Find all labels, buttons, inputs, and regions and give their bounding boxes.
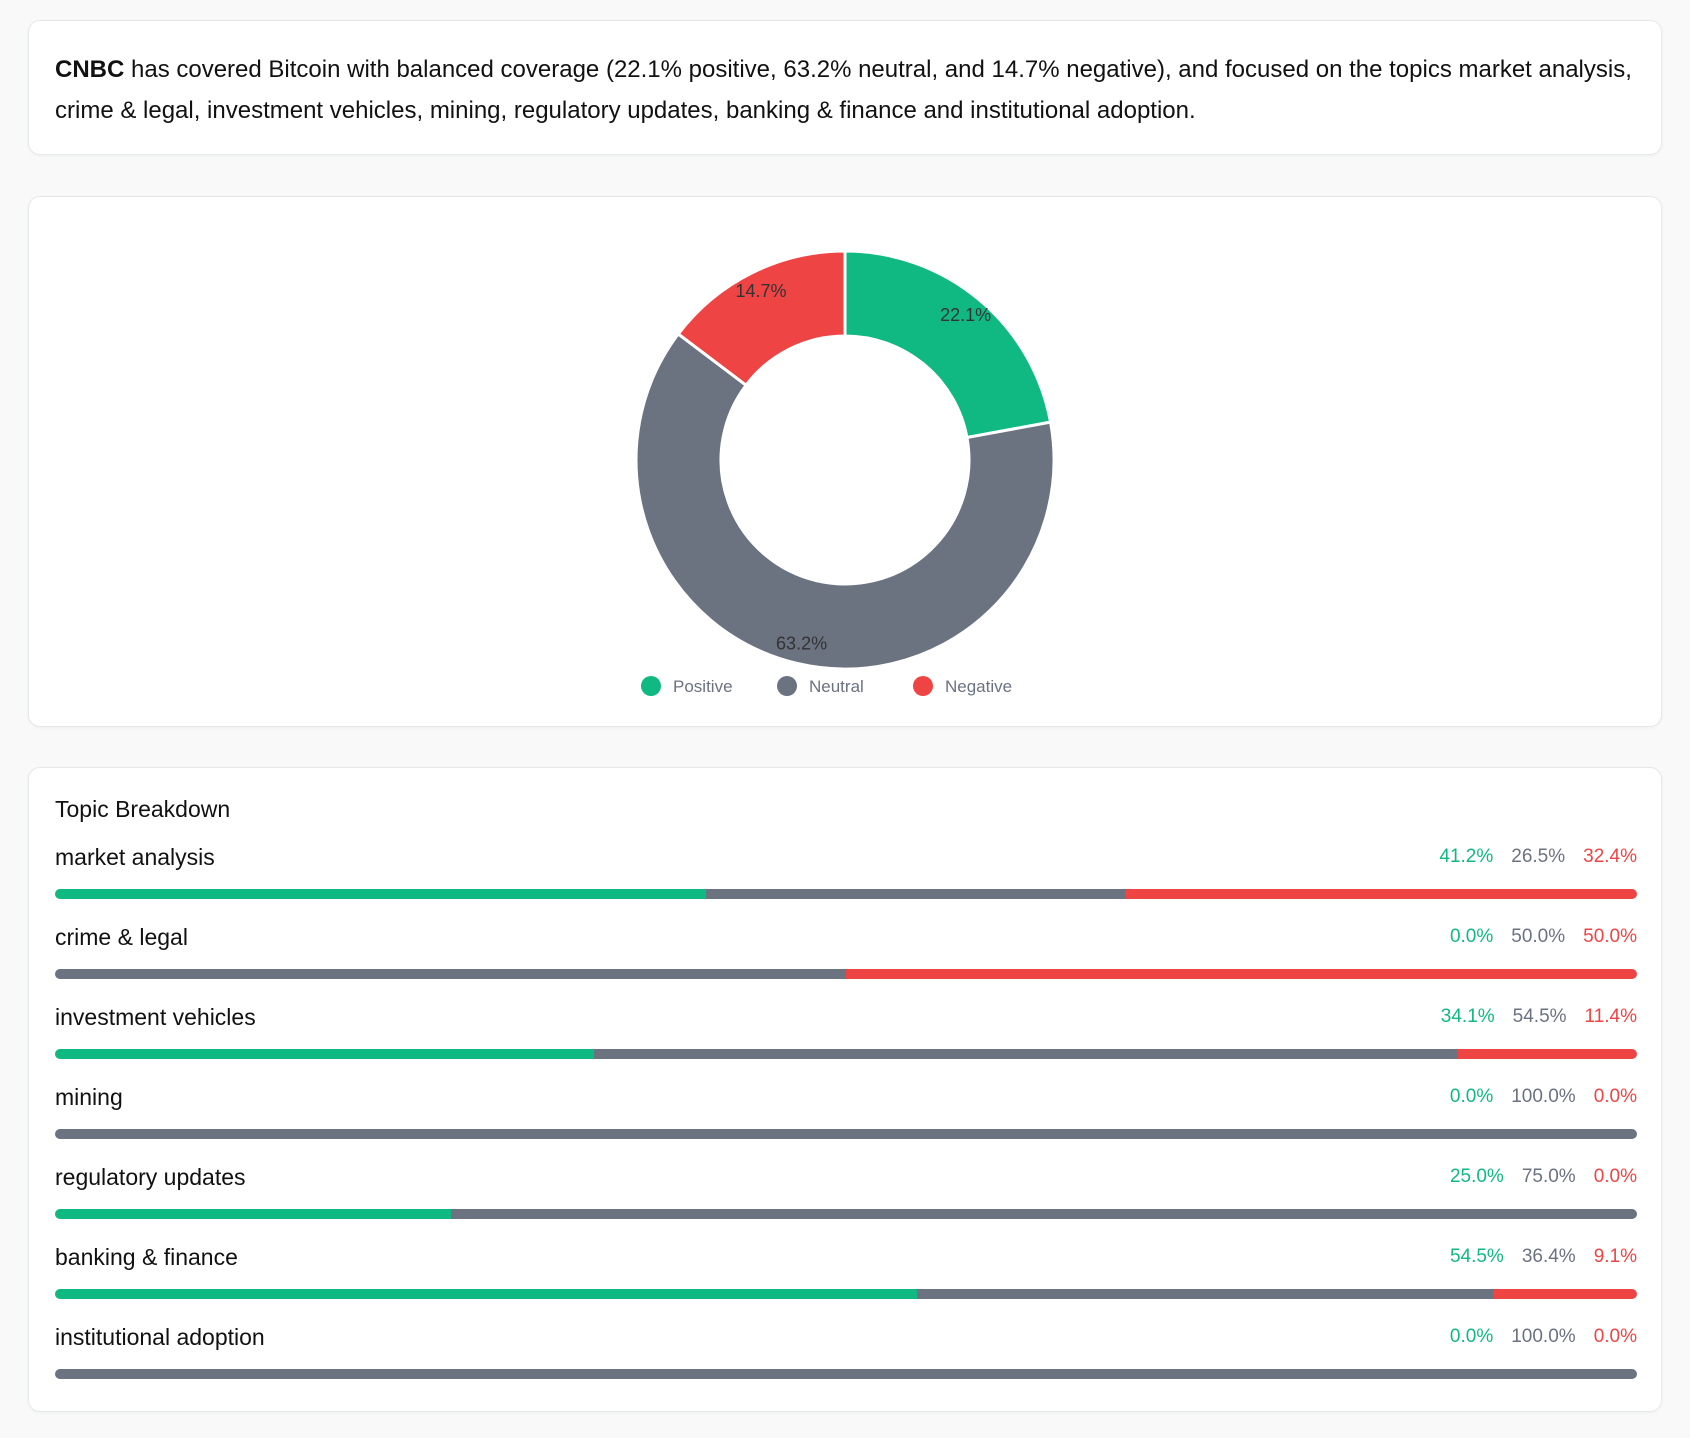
topic-name: regulatory updates [55,1164,246,1190]
bar-segment-negative [1124,889,1637,899]
bar-segment-neutral [917,1289,1494,1299]
topic-positive-pct: 54.5% [1449,1246,1504,1267]
topic-sentiment-bar [55,969,1637,979]
donut-slice-neutral[interactable] [634,331,1056,671]
sentiment-donut-chart: 22.1% 63.2% 14.7% Positive Neutral Negative [634,249,1056,696]
donut-slice-positive[interactable] [843,249,1053,440]
topic-sentiment-bar [55,1369,1637,1379]
topic-negative-pct: 9.1% [1593,1246,1637,1267]
summary-card: CNBC has covered Bitcoin with balanced c… [28,20,1662,155]
topic-negative-pct: 50.0% [1583,926,1637,947]
topic-row: mining 0.0% 100.0% 0.0% [55,1084,1637,1164]
legend-label: Positive [673,677,733,696]
bar-segment-positive [55,889,707,899]
topic-positive-pct: 41.2% [1439,846,1494,867]
legend-negative[interactable]: Negative [913,676,1012,696]
topic-neutral-pct: 100.0% [1511,1086,1576,1107]
topic-sentiment-bar [55,1289,1637,1299]
legend-dot [641,676,661,696]
bar-segment-neutral [450,1209,1637,1219]
topic-percentages: 41.2% 26.5% 32.4% [1421,846,1637,868]
legend-label: Negative [945,677,1012,696]
bar-segment-negative [1493,1289,1637,1299]
topic-negative-pct: 0.0% [1593,1326,1637,1347]
summary-text: CNBC has covered Bitcoin with balanced c… [55,49,1635,131]
topic-name: investment vehicles [55,1004,256,1030]
topic-row: investment vehicles 34.1% 54.5% 11.4% [55,1004,1637,1084]
legend-positive[interactable]: Positive [641,676,733,696]
topic-row: regulatory updates 25.0% 75.0% 0.0% [55,1164,1637,1244]
donut-data-label: 63.2% [776,633,827,653]
topic-negative-pct: 0.0% [1593,1086,1637,1107]
topic-sentiment-bar [55,1209,1637,1219]
topic-positive-pct: 25.0% [1449,1166,1504,1187]
topic-positive-pct: 34.1% [1440,1006,1495,1027]
topic-percentages: 25.0% 75.0% 0.0% [1432,1166,1637,1188]
topic-name: market analysis [55,844,215,870]
legend-dot [777,676,797,696]
topic-breakdown-title: Topic Breakdown [55,796,231,822]
topic-positive-pct: 0.0% [1449,1086,1494,1107]
topic-neutral-pct: 26.5% [1511,846,1566,867]
legend-neutral[interactable]: Neutral [777,676,864,696]
summary-body: has covered Bitcoin with balanced covera… [55,56,1632,124]
topic-percentages: 34.1% 54.5% 11.4% [1423,1006,1637,1028]
topic-row: banking & finance 54.5% 36.4% 9.1% [55,1244,1637,1324]
donut-slice-negative[interactable] [676,249,847,388]
topic-positive-pct: 0.0% [1449,1326,1494,1347]
bar-segment-neutral [55,1129,1637,1139]
bar-segment-neutral [55,1369,1637,1379]
topic-negative-pct: 0.0% [1593,1166,1637,1187]
bar-segment-neutral [594,1049,1457,1059]
topic-sentiment-bar [55,889,1637,899]
topic-percentages: 0.0% 50.0% 50.0% [1432,926,1637,948]
topic-negative-pct: 11.4% [1584,1006,1637,1027]
donut-data-label: 14.7% [735,281,786,301]
bar-segment-negative [1456,1049,1637,1059]
topic-neutral-pct: 100.0% [1511,1326,1576,1347]
topic-row: institutional adoption 0.0% 100.0% 0.0% [55,1324,1637,1404]
topic-name: institutional adoption [55,1324,265,1350]
topic-neutral-pct: 36.4% [1521,1246,1576,1267]
bar-segment-neutral [55,969,846,979]
topic-negative-pct: 32.4% [1583,846,1637,867]
topic-neutral-pct: 50.0% [1511,926,1566,947]
bar-segment-positive [55,1209,451,1219]
legend-label: Neutral [809,677,864,696]
donut-data-label: 22.1% [940,305,991,325]
topic-name: crime & legal [55,924,188,950]
topic-neutral-pct: 75.0% [1521,1166,1576,1187]
topic-name: banking & finance [55,1244,238,1270]
legend-dot [913,676,933,696]
source-name: CNBC [55,56,125,83]
topic-positive-pct: 0.0% [1449,926,1494,947]
topic-percentages: 0.0% 100.0% 0.0% [1432,1086,1637,1108]
bar-segment-neutral [706,889,1125,899]
topic-neutral-pct: 54.5% [1512,1006,1567,1027]
topic-sentiment-bar [55,1049,1637,1059]
topic-row: market analysis 41.2% 26.5% 32.4% [55,844,1637,924]
topic-percentages: 54.5% 36.4% 9.1% [1432,1246,1637,1268]
topic-breakdown-card: Topic Breakdown market analysis 41.2% 26.5… [28,767,1662,1412]
topic-row: crime & legal 0.0% 50.0% 50.0% [55,924,1637,1004]
bar-segment-negative [846,969,1637,979]
topic-sentiment-bar [55,1129,1637,1139]
topic-percentages: 0.0% 100.0% 0.0% [1432,1326,1637,1348]
topic-name: mining [55,1084,123,1110]
bar-segment-positive [55,1049,595,1059]
bar-segment-positive [55,1289,918,1299]
